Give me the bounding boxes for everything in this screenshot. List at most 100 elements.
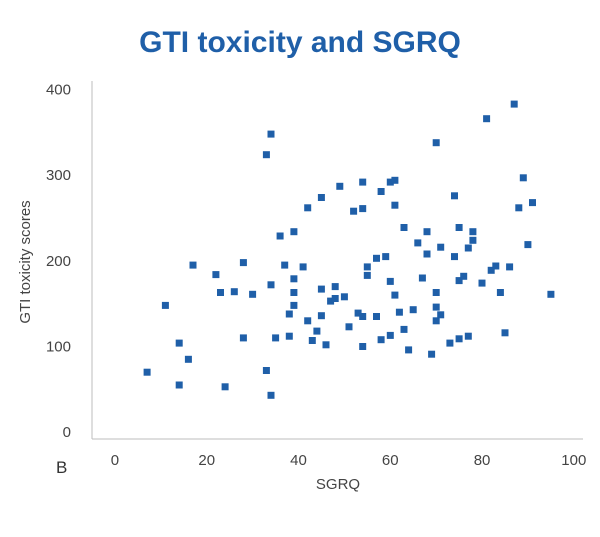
- data-point: [437, 311, 445, 319]
- data-point: [230, 288, 238, 296]
- data-point: [308, 337, 316, 344]
- data-point: [386, 331, 394, 339]
- panel-label: B: [56, 458, 67, 477]
- data-point: [249, 290, 257, 298]
- data-point: [290, 228, 298, 236]
- data-point: [175, 339, 183, 347]
- data-point: [272, 334, 280, 342]
- y-tick-label: 400: [46, 82, 71, 99]
- data-point: [464, 332, 472, 340]
- data-point: [391, 201, 399, 209]
- data-point: [382, 253, 390, 261]
- data-point: [373, 313, 380, 320]
- data-point: [322, 341, 330, 349]
- data-point: [423, 228, 431, 236]
- data-point: [395, 308, 403, 316]
- data-point: [340, 293, 348, 301]
- data-points: [143, 100, 555, 399]
- data-point: [455, 224, 463, 231]
- data-point: [281, 261, 289, 269]
- data-point: [451, 253, 458, 261]
- data-point: [290, 289, 298, 296]
- data-point: [478, 279, 486, 287]
- data-point: [189, 261, 197, 269]
- data-point: [184, 355, 192, 363]
- data-point: [506, 263, 514, 271]
- data-point: [239, 259, 247, 267]
- data-point: [455, 335, 463, 343]
- data-point: [217, 289, 224, 296]
- data-point: [143, 368, 151, 376]
- data-point: [414, 239, 422, 247]
- data-point: [492, 262, 500, 270]
- data-point: [175, 381, 183, 389]
- data-point: [391, 176, 399, 184]
- data-point: [262, 367, 270, 374]
- data-point: [464, 244, 472, 252]
- data-point: [212, 271, 220, 279]
- data-point: [304, 317, 312, 325]
- data-point: [455, 277, 463, 285]
- data-point: [359, 343, 367, 350]
- data-point: [290, 301, 298, 309]
- data-point: [327, 297, 335, 305]
- data-point: [161, 301, 169, 309]
- y-axis-ticks: 0 100 200 300 400: [46, 82, 71, 442]
- data-point: [386, 178, 394, 186]
- data-point: [469, 236, 477, 244]
- data-point: [400, 325, 408, 333]
- data-point: [317, 194, 325, 201]
- data-point: [460, 272, 468, 280]
- data-point: [432, 317, 440, 325]
- data-point: [276, 232, 284, 240]
- x-tick-label: 100: [561, 452, 586, 469]
- data-point: [391, 291, 399, 299]
- chart-title: GTI toxicity and SGRQ: [139, 26, 461, 59]
- data-point: [354, 309, 362, 317]
- data-point: [501, 329, 509, 337]
- data-point: [345, 323, 353, 331]
- data-point: [519, 174, 527, 182]
- x-tick-label: 0: [111, 452, 119, 469]
- data-point: [331, 295, 339, 302]
- y-axis-label: GTI toxicity scores: [17, 200, 34, 323]
- data-point: [377, 336, 385, 344]
- data-point: [317, 312, 325, 320]
- data-point: [267, 281, 275, 289]
- data-point: [285, 310, 293, 318]
- y-tick-label: 0: [63, 424, 71, 441]
- data-point: [313, 327, 321, 335]
- x-tick-label: 80: [474, 452, 491, 469]
- data-point: [547, 290, 555, 298]
- data-point: [418, 274, 426, 282]
- x-axis-ticks: 0 20 40 60 80 100: [111, 452, 587, 469]
- data-point: [437, 243, 445, 251]
- x-axis-label: SGRQ: [316, 476, 360, 493]
- data-point: [432, 289, 440, 296]
- data-point: [409, 306, 417, 314]
- data-point: [359, 178, 367, 186]
- data-point: [496, 289, 504, 296]
- data-point: [331, 283, 339, 291]
- data-point: [350, 207, 358, 215]
- data-point: [400, 224, 408, 231]
- data-point: [483, 115, 491, 123]
- data-point: [363, 271, 371, 279]
- data-point: [359, 313, 367, 320]
- data-point: [377, 188, 385, 195]
- data-point: [239, 334, 247, 342]
- data-point: [359, 205, 367, 213]
- data-point: [290, 275, 298, 283]
- x-tick-label: 60: [382, 452, 399, 469]
- data-point: [510, 100, 518, 108]
- data-point: [363, 263, 371, 271]
- data-point: [487, 266, 495, 274]
- data-point: [405, 346, 413, 354]
- data-point: [221, 383, 229, 391]
- data-point: [529, 199, 536, 207]
- data-point: [469, 228, 477, 236]
- data-point: [515, 204, 523, 212]
- data-point: [428, 350, 436, 358]
- x-tick-label: 20: [198, 452, 215, 469]
